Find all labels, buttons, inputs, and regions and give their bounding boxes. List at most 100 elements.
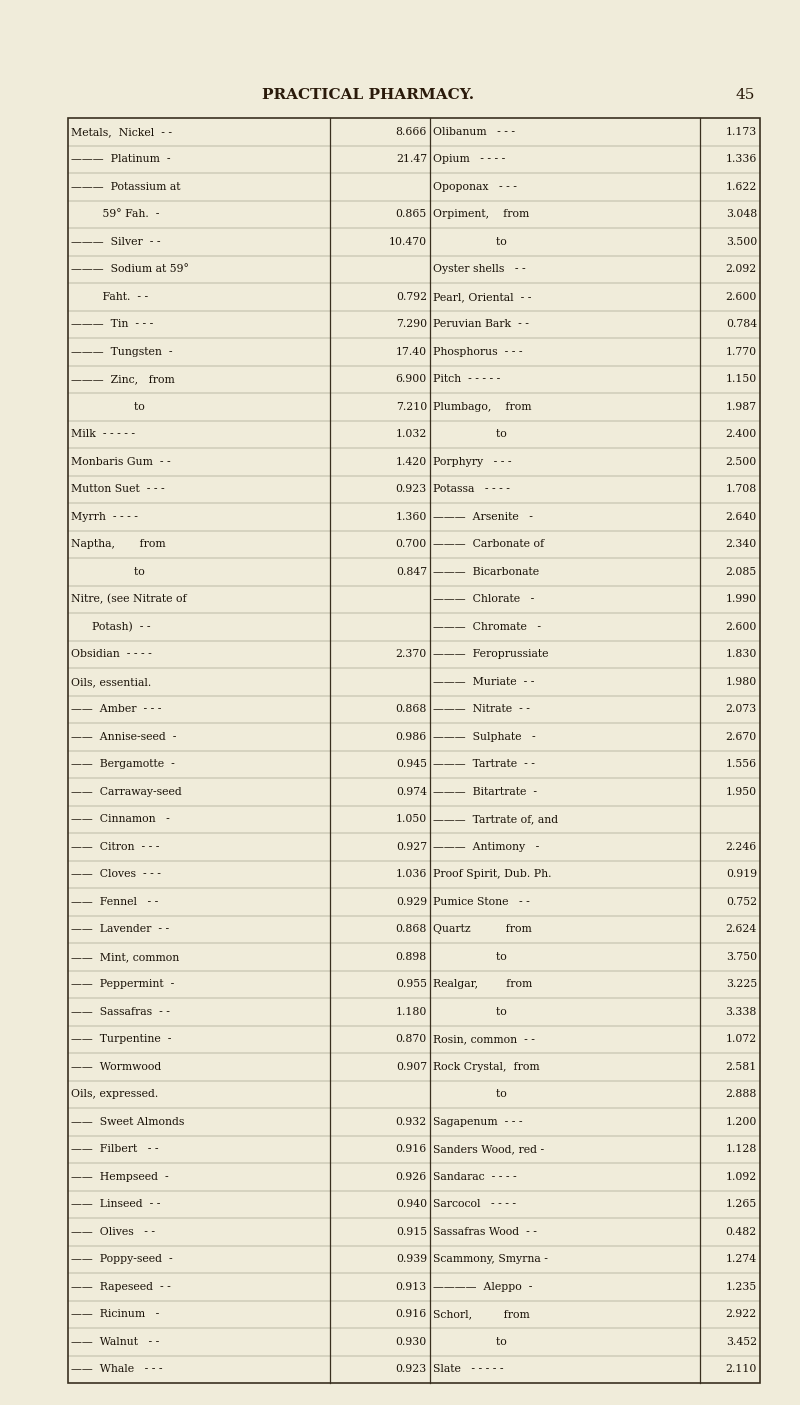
Text: 2.600: 2.600 bbox=[726, 292, 757, 302]
Text: ———  Tartrate of, and: ——— Tartrate of, and bbox=[433, 815, 558, 825]
Text: to: to bbox=[71, 402, 145, 412]
Text: Monbaris Gum  - -: Monbaris Gum - - bbox=[71, 457, 170, 466]
Text: ———  Feroprussiate: ——— Feroprussiate bbox=[433, 649, 549, 659]
Text: 3.750: 3.750 bbox=[726, 951, 757, 962]
Text: ———  Potassium at: ——— Potassium at bbox=[71, 181, 181, 191]
Text: Obsidian  - - - -: Obsidian - - - - bbox=[71, 649, 152, 659]
Text: 0.955: 0.955 bbox=[396, 979, 427, 989]
Text: ———  Arsenite   -: ——— Arsenite - bbox=[433, 511, 533, 521]
Text: 3.225: 3.225 bbox=[726, 979, 757, 989]
Text: 0.926: 0.926 bbox=[396, 1172, 427, 1182]
Text: Schorl,         from: Schorl, from bbox=[433, 1309, 530, 1319]
Bar bbox=[68, 118, 760, 1383]
Text: ———  Platinum  -: ——— Platinum - bbox=[71, 155, 170, 164]
Text: Potash)  - -: Potash) - - bbox=[71, 621, 150, 632]
Text: Opoponax   - - -: Opoponax - - - bbox=[433, 181, 517, 191]
Text: to: to bbox=[433, 430, 506, 440]
Text: 0.868: 0.868 bbox=[395, 924, 427, 934]
Text: 2.246: 2.246 bbox=[726, 842, 757, 851]
Text: ——  Cinnamon   -: —— Cinnamon - bbox=[71, 815, 170, 825]
Text: ———  Chromate   -: ——— Chromate - bbox=[433, 622, 541, 632]
Text: ——  Sweet Almonds: —— Sweet Almonds bbox=[71, 1117, 184, 1127]
Text: ———  Silver  - -: ——— Silver - - bbox=[71, 237, 161, 247]
Text: 2.092: 2.092 bbox=[726, 264, 757, 274]
Text: Milk  - - - - -: Milk - - - - - bbox=[71, 430, 135, 440]
Text: ——  Whale   - - -: —— Whale - - - bbox=[71, 1364, 162, 1374]
Text: ——  Wormwood: —— Wormwood bbox=[71, 1062, 162, 1072]
Text: 0.865: 0.865 bbox=[396, 209, 427, 219]
Text: 0.870: 0.870 bbox=[396, 1034, 427, 1044]
Text: to: to bbox=[433, 951, 506, 962]
Text: 1.336: 1.336 bbox=[726, 155, 757, 164]
Text: Sagapenum  - - -: Sagapenum - - - bbox=[433, 1117, 522, 1127]
Text: ——  Amber  - - -: —— Amber - - - bbox=[71, 704, 162, 714]
Text: 3.048: 3.048 bbox=[726, 209, 757, 219]
Text: Olibanum   - - -: Olibanum - - - bbox=[433, 126, 515, 136]
Text: 1.150: 1.150 bbox=[726, 374, 757, 384]
Text: 1.274: 1.274 bbox=[726, 1255, 757, 1264]
Text: 0.898: 0.898 bbox=[396, 951, 427, 962]
Text: 0.916: 0.916 bbox=[396, 1309, 427, 1319]
Text: 1.173: 1.173 bbox=[726, 126, 757, 136]
Text: 0.907: 0.907 bbox=[396, 1062, 427, 1072]
Text: 0.945: 0.945 bbox=[396, 759, 427, 770]
Text: 0.923: 0.923 bbox=[396, 485, 427, 495]
Text: ——  Carraway-seed: —— Carraway-seed bbox=[71, 787, 182, 797]
Text: Sassafras Wood  - -: Sassafras Wood - - bbox=[433, 1227, 537, 1236]
Text: Slate   - - - - -: Slate - - - - - bbox=[433, 1364, 503, 1374]
Text: Oils, essential.: Oils, essential. bbox=[71, 677, 151, 687]
Text: ——  Annise-seed  -: —— Annise-seed - bbox=[71, 732, 176, 742]
Text: ——  Olives   - -: —— Olives - - bbox=[71, 1227, 155, 1236]
Text: Oils, expressed.: Oils, expressed. bbox=[71, 1089, 158, 1099]
Text: 10.470: 10.470 bbox=[389, 237, 427, 247]
Text: 1.556: 1.556 bbox=[726, 759, 757, 770]
Text: ——  Peppermint  -: —— Peppermint - bbox=[71, 979, 174, 989]
Text: Orpiment,    from: Orpiment, from bbox=[433, 209, 529, 219]
Text: 1.980: 1.980 bbox=[726, 677, 757, 687]
Text: ——  Lavender  - -: —— Lavender - - bbox=[71, 924, 169, 934]
Text: 0.868: 0.868 bbox=[395, 704, 427, 714]
Text: Sanders Wood, red -: Sanders Wood, red - bbox=[433, 1144, 544, 1155]
Text: 1.265: 1.265 bbox=[726, 1200, 757, 1210]
Text: 2.073: 2.073 bbox=[726, 704, 757, 714]
Text: ———  Nitrate  - -: ——— Nitrate - - bbox=[433, 704, 530, 714]
Text: 0.847: 0.847 bbox=[396, 566, 427, 576]
Text: ———  Zinc,   from: ——— Zinc, from bbox=[71, 374, 174, 384]
Text: 1.950: 1.950 bbox=[726, 787, 757, 797]
Text: 1.622: 1.622 bbox=[726, 181, 757, 191]
Text: 0.784: 0.784 bbox=[726, 319, 757, 329]
Text: 0.919: 0.919 bbox=[726, 870, 757, 880]
Text: 2.922: 2.922 bbox=[726, 1309, 757, 1319]
Text: Sandarac  - - - -: Sandarac - - - - bbox=[433, 1172, 517, 1182]
Text: ———  Chlorate   -: ——— Chlorate - bbox=[433, 594, 534, 604]
Text: 45: 45 bbox=[735, 89, 754, 103]
Text: 0.923: 0.923 bbox=[396, 1364, 427, 1374]
Text: 3.452: 3.452 bbox=[726, 1336, 757, 1347]
Text: Mutton Suet  - - -: Mutton Suet - - - bbox=[71, 485, 165, 495]
Text: ——  Rapeseed  - -: —— Rapeseed - - bbox=[71, 1281, 170, 1291]
Text: 1.420: 1.420 bbox=[396, 457, 427, 466]
Text: PRACTICAL PHARMACY.: PRACTICAL PHARMACY. bbox=[262, 89, 474, 103]
Text: 7.290: 7.290 bbox=[396, 319, 427, 329]
Text: ——  Linseed  - -: —— Linseed - - bbox=[71, 1200, 160, 1210]
Text: Proof Spirit, Dub. Ph.: Proof Spirit, Dub. Ph. bbox=[433, 870, 551, 880]
Text: ——  Citron  - - -: —— Citron - - - bbox=[71, 842, 159, 851]
Text: ——  Turpentine  -: —— Turpentine - bbox=[71, 1034, 171, 1044]
Text: 1.830: 1.830 bbox=[726, 649, 757, 659]
Text: ——  Poppy-seed  -: —— Poppy-seed - bbox=[71, 1255, 173, 1264]
Text: 1.235: 1.235 bbox=[726, 1281, 757, 1291]
Text: 8.666: 8.666 bbox=[395, 126, 427, 136]
Text: Metals,  Nickel  - -: Metals, Nickel - - bbox=[71, 126, 172, 136]
Text: ——  Sassafras  - -: —— Sassafras - - bbox=[71, 1007, 170, 1017]
Text: Peruvian Bark  - -: Peruvian Bark - - bbox=[433, 319, 529, 329]
Text: 2.400: 2.400 bbox=[726, 430, 757, 440]
Text: Nitre, (see Nitrate of: Nitre, (see Nitrate of bbox=[71, 594, 186, 604]
Text: 2.370: 2.370 bbox=[396, 649, 427, 659]
Text: ———  Tungsten  -: ——— Tungsten - bbox=[71, 347, 173, 357]
Text: 17.40: 17.40 bbox=[396, 347, 427, 357]
Text: Plumbago,    from: Plumbago, from bbox=[433, 402, 531, 412]
Text: 0.932: 0.932 bbox=[396, 1117, 427, 1127]
Text: Quartz          from: Quartz from bbox=[433, 924, 532, 934]
Text: Potassa   - - - -: Potassa - - - - bbox=[433, 485, 510, 495]
Text: to: to bbox=[433, 237, 506, 247]
